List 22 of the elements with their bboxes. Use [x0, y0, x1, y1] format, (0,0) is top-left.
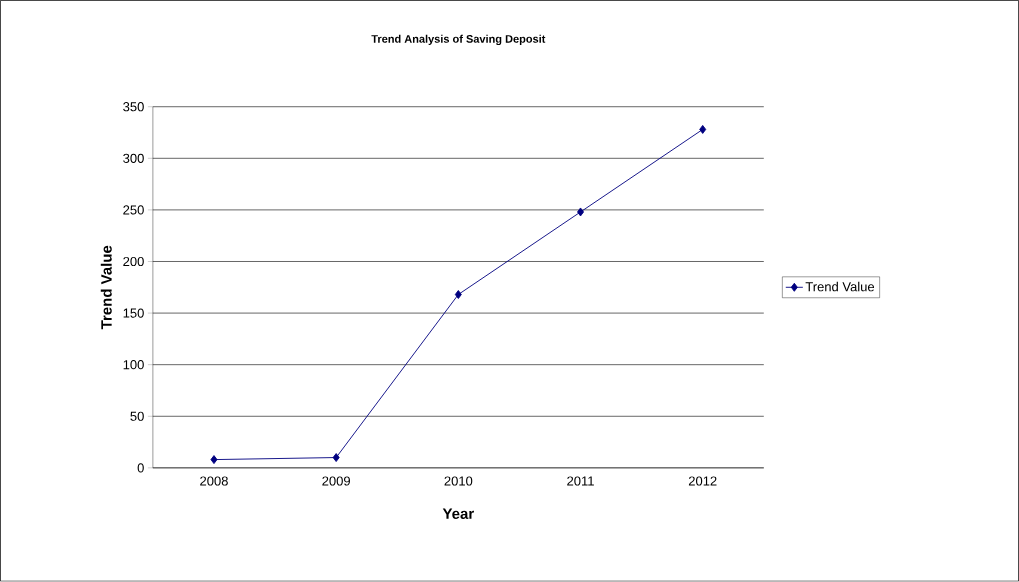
x-tick-label: 2011	[567, 476, 594, 486]
chart-title: Trend Analysis of Saving Deposit	[371, 34, 546, 46]
y-tick-label: 300	[123, 153, 144, 164]
point	[454, 290, 462, 300]
y-tick-label: 200	[123, 257, 144, 267]
y-axis-title: Trend Value	[100, 245, 112, 330]
point	[577, 207, 584, 217]
x-axis-title: Year	[442, 508, 474, 520]
y-tick-label: 150	[123, 308, 144, 318]
x-tick-label: 2012	[688, 476, 717, 486]
y-tick-label: 50	[130, 411, 144, 422]
legend-label: Trend Value	[805, 282, 875, 292]
x-tick-label: 2008	[200, 476, 228, 486]
x-tick-label: 2010	[444, 476, 473, 486]
point	[699, 125, 707, 135]
point	[332, 453, 340, 463]
point	[210, 455, 218, 465]
y-tick-label: 350	[123, 102, 144, 112]
y-tick-label: 0	[137, 463, 144, 473]
y-tick-label: 100	[123, 360, 144, 370]
y-tick-label: 250	[123, 205, 144, 215]
x-tick-label: 2009	[322, 476, 350, 486]
